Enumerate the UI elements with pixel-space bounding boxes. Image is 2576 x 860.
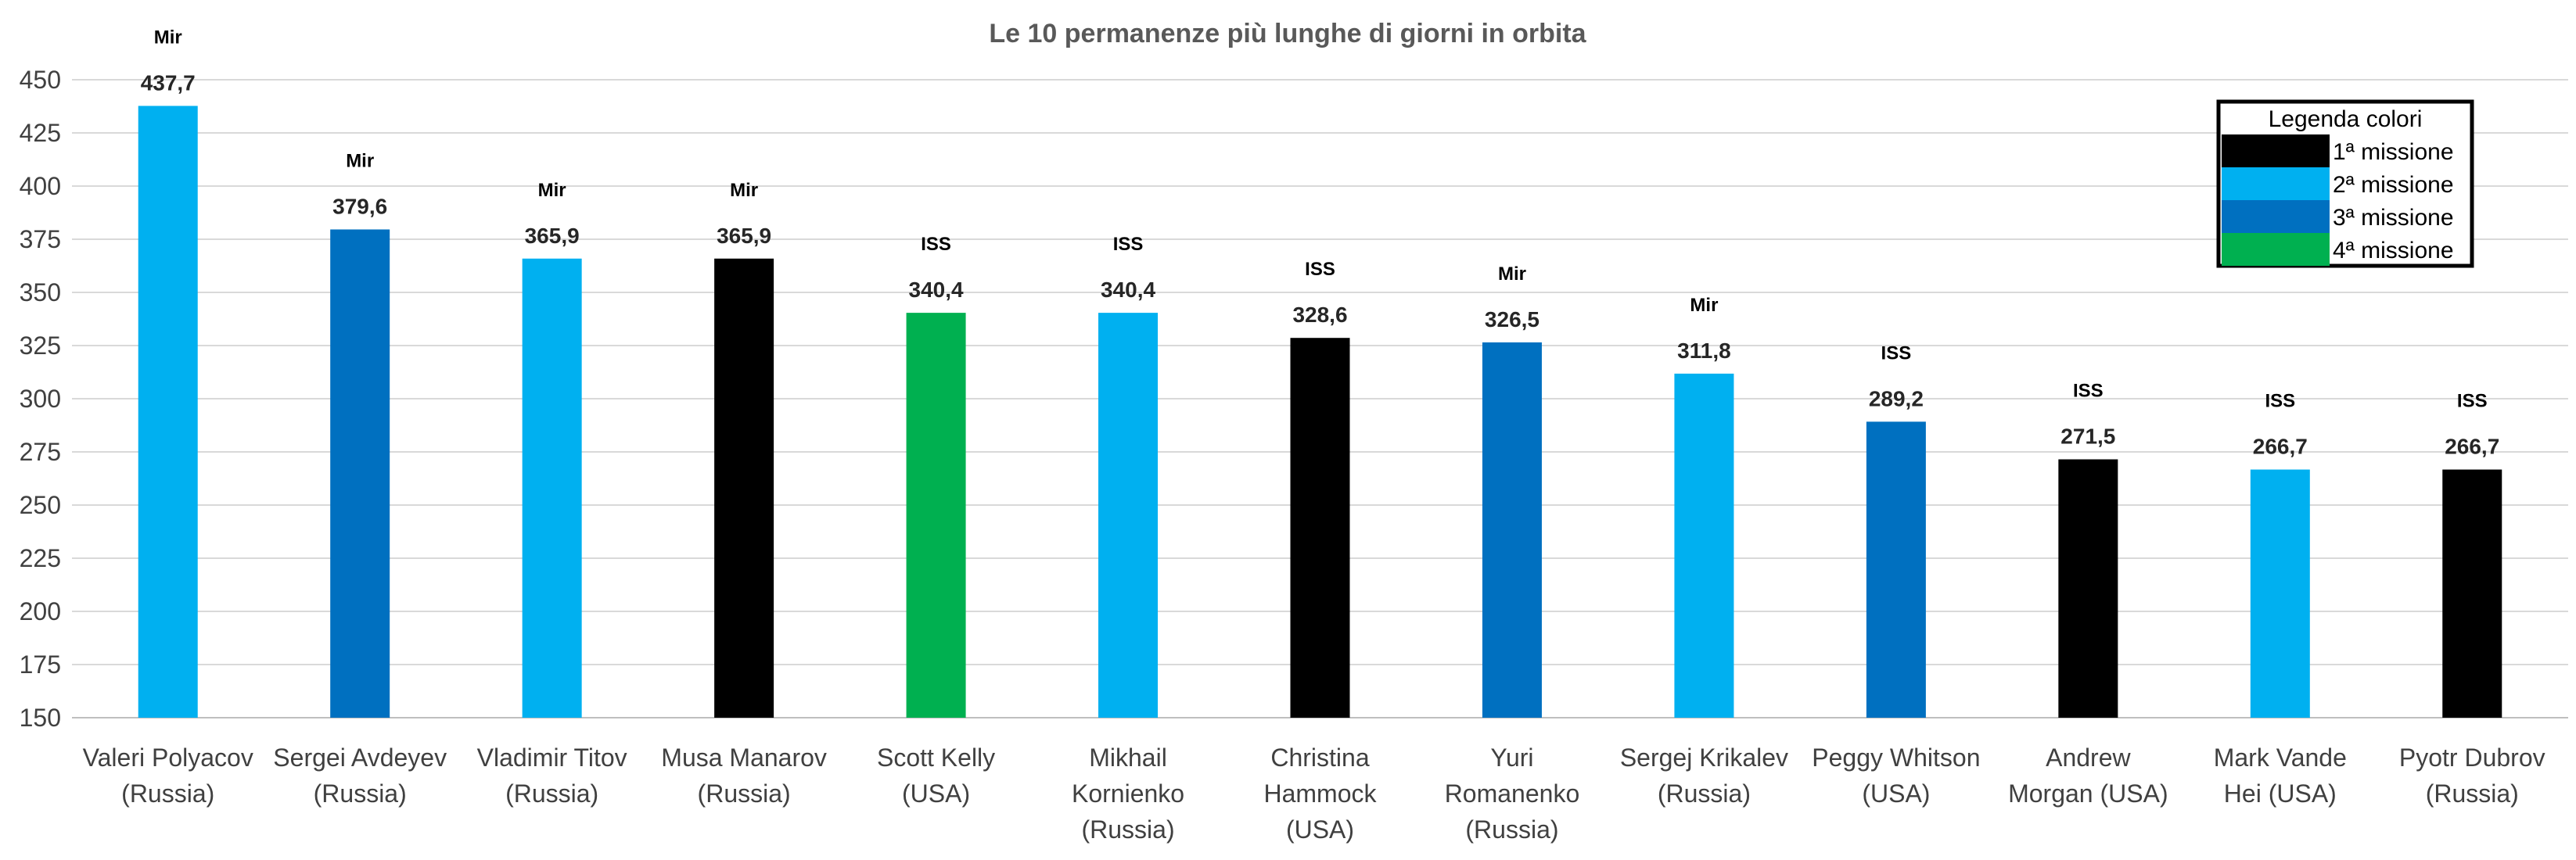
legend-title: Legenda colori xyxy=(2269,106,2423,132)
x-tick-label: Mark Vande xyxy=(2214,744,2347,772)
station-label: ISS xyxy=(1881,342,1912,364)
legend-entry-label: 1ª missione xyxy=(2333,139,2454,165)
y-tick-label: 300 xyxy=(20,385,61,413)
x-tick-label: Morgan (USA) xyxy=(2008,779,2168,808)
y-tick-label: 450 xyxy=(20,66,61,94)
value-label: 340,4 xyxy=(909,278,964,302)
x-tick-label: (USA) xyxy=(902,779,970,808)
x-tick-label: (Russia) xyxy=(2426,779,2519,808)
value-label: 328,6 xyxy=(1292,303,1347,327)
value-label: 266,7 xyxy=(2445,435,2499,459)
x-tick-label: Peggy Whitson xyxy=(1812,744,1980,772)
legend: Legenda colori 1ª missione 2ª missione 3ª m… xyxy=(2216,99,2474,268)
legend-entry-label: 4ª missione xyxy=(2333,238,2454,263)
value-label: 311,8 xyxy=(1677,339,1731,363)
station-label: Mir xyxy=(1690,295,1718,316)
station-label: ISS xyxy=(2265,391,2295,412)
bar xyxy=(1290,338,1350,718)
bar xyxy=(2058,459,2118,718)
x-tick-label: Sergej Krikalev xyxy=(1620,744,1788,772)
bar xyxy=(522,258,582,718)
y-tick-label: 425 xyxy=(20,119,61,147)
x-tick-label: Musa Manarov xyxy=(661,744,827,772)
y-tick-label: 400 xyxy=(20,172,61,200)
y-tick-label: 350 xyxy=(20,278,61,306)
y-tick-label: 375 xyxy=(20,225,61,253)
station-label: Mir xyxy=(346,150,374,171)
y-axis: 150 175 200 225 250 275 300 325 350 375 400 425 450 xyxy=(20,66,61,732)
x-tick-label: (Russia) xyxy=(1081,815,1174,844)
x-tick-label: (Russia) xyxy=(314,779,407,808)
station-label: ISS xyxy=(921,234,951,255)
bar xyxy=(330,229,390,718)
x-tick-label: Hammock xyxy=(1263,779,1377,808)
y-tick-label: 175 xyxy=(20,650,61,679)
y-tick-label: 250 xyxy=(20,491,61,519)
bar xyxy=(1482,342,1542,718)
x-tick-label: Vladimir Titov xyxy=(477,744,627,772)
x-tick-label: Yuri xyxy=(1490,744,1533,772)
bar xyxy=(906,313,966,718)
bar xyxy=(2442,469,2502,718)
legend-entry-label: 3ª missione xyxy=(2333,205,2454,231)
x-tick-label: (USA) xyxy=(1862,779,1930,808)
bar xyxy=(138,106,198,718)
value-label: 289,2 xyxy=(1869,386,1924,410)
station-label: Mir xyxy=(730,180,758,201)
station-label: ISS xyxy=(2457,391,2488,412)
x-tick-label: Pyotr Dubrov xyxy=(2399,744,2545,772)
value-label: 340,4 xyxy=(1101,278,1155,302)
bars xyxy=(138,106,2502,718)
bar xyxy=(1098,313,1159,718)
y-tick-label: 275 xyxy=(20,438,61,466)
x-tick-label: Christina xyxy=(1270,744,1369,772)
x-tick-label: Valeri Polyacov xyxy=(83,744,253,772)
legend-swatch xyxy=(2222,233,2330,266)
station-label: Mir xyxy=(538,180,566,201)
y-tick-label: 150 xyxy=(20,704,61,732)
x-tick-label: Scott Kelly xyxy=(877,744,995,772)
value-label: 365,9 xyxy=(717,224,771,248)
data-labels: 437,7 Mir 379,6 Mir 365,9 Mir 365,9 Mir 340,4 ISS… xyxy=(141,27,2500,458)
x-tick-label: Hei (USA) xyxy=(2224,779,2337,808)
x-tick-label: (Russia) xyxy=(1465,815,1558,844)
x-tick-label: Sergei Avdeyev xyxy=(273,744,447,772)
x-tick-label: Andrew xyxy=(2046,744,2131,772)
legend-swatch xyxy=(2222,167,2330,200)
chart-title: Le 10 permanenze più lunghe di giorni in… xyxy=(989,19,1586,48)
station-label: ISS xyxy=(1305,259,1335,280)
x-tick-label: Romanenko xyxy=(1445,779,1580,808)
y-tick-label: 225 xyxy=(20,544,61,572)
x-tick-label: (USA) xyxy=(1286,815,1354,844)
bar xyxy=(714,258,774,718)
x-axis: Valeri Polyacov (Russia) Sergei Avdeyev (Ru… xyxy=(83,744,2545,844)
x-tick-label: (Russia) xyxy=(505,779,598,808)
y-tick-label: 200 xyxy=(20,597,61,625)
x-tick-label: (Russia) xyxy=(121,779,214,808)
value-label: 437,7 xyxy=(141,70,196,95)
x-tick-label: Kornienko xyxy=(1072,779,1184,808)
station-label: Mir xyxy=(1498,263,1526,285)
legend-swatch xyxy=(2222,134,2330,167)
x-tick-label: (Russia) xyxy=(698,779,791,808)
station-label: Mir xyxy=(154,27,182,48)
value-label: 326,5 xyxy=(1485,307,1539,331)
bar xyxy=(1674,373,1734,718)
value-label: 271,5 xyxy=(2060,425,2115,449)
legend-swatch xyxy=(2222,200,2330,233)
value-label: 365,9 xyxy=(525,224,580,248)
value-label: 266,7 xyxy=(2253,435,2308,459)
x-tick-label: (Russia) xyxy=(1658,779,1751,808)
legend-entry-label: 2ª missione xyxy=(2333,172,2454,198)
y-tick-label: 325 xyxy=(20,331,61,360)
bar xyxy=(1866,421,1926,718)
value-label: 379,6 xyxy=(332,194,387,218)
station-label: ISS xyxy=(1113,234,1144,255)
bar xyxy=(2250,469,2310,718)
x-tick-label: Mikhail xyxy=(1089,744,1167,772)
station-label: ISS xyxy=(2073,381,2104,402)
